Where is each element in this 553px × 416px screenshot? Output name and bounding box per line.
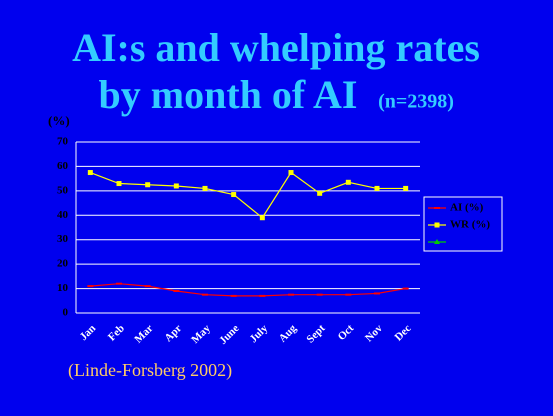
x-tick-label: May xyxy=(189,322,213,346)
marker xyxy=(259,215,265,221)
y-tick-label: 70 xyxy=(57,136,69,148)
chart-title: AI:s and whelping rates xyxy=(72,25,480,70)
marker xyxy=(374,185,380,191)
marker xyxy=(345,179,351,185)
x-tick-label: Aug xyxy=(277,322,300,345)
marker xyxy=(87,170,93,176)
y-tick-label: 60 xyxy=(57,160,69,172)
x-tick-label: Nov xyxy=(363,322,385,344)
y-tick-label: 20 xyxy=(57,258,69,270)
marker xyxy=(173,183,179,189)
marker xyxy=(145,182,151,188)
x-tick-label: Apr xyxy=(162,322,184,344)
marker xyxy=(202,185,208,191)
x-tick-label: July xyxy=(247,322,270,345)
x-tick-label: June xyxy=(217,322,242,347)
source-note: (Linde-Forsberg 2002) xyxy=(68,360,232,381)
marker xyxy=(403,185,409,191)
marker xyxy=(288,170,294,176)
x-tick-label: Sept xyxy=(304,322,327,345)
legend-label: AI (%) xyxy=(450,202,484,214)
chart-subtitle: by month of AI xyxy=(99,72,358,117)
y-tick-label: 30 xyxy=(57,233,69,245)
legend-marker xyxy=(434,222,440,228)
x-tick-label: Feb xyxy=(106,322,127,343)
y-tick-label: 10 xyxy=(57,282,69,294)
x-tick-label: Dec xyxy=(393,322,414,343)
legend-box xyxy=(423,196,503,252)
y-tick-label: 50 xyxy=(57,184,69,196)
x-tick-label: Jan xyxy=(78,322,99,343)
y-tick-label: 0 xyxy=(63,307,69,319)
series-line xyxy=(90,171,406,219)
x-tick-label: Oct xyxy=(336,322,357,343)
legend-marker xyxy=(434,239,440,244)
x-tick-label: Mar xyxy=(132,322,155,345)
marker xyxy=(231,192,237,198)
y-axis-label: (%) xyxy=(48,113,70,128)
series-line xyxy=(90,283,406,297)
marker xyxy=(317,190,323,196)
y-tick-label: 40 xyxy=(57,209,69,221)
title-note: (n=2398) xyxy=(378,91,454,113)
legend-label: WR (%) xyxy=(450,219,490,231)
marker xyxy=(116,181,122,187)
